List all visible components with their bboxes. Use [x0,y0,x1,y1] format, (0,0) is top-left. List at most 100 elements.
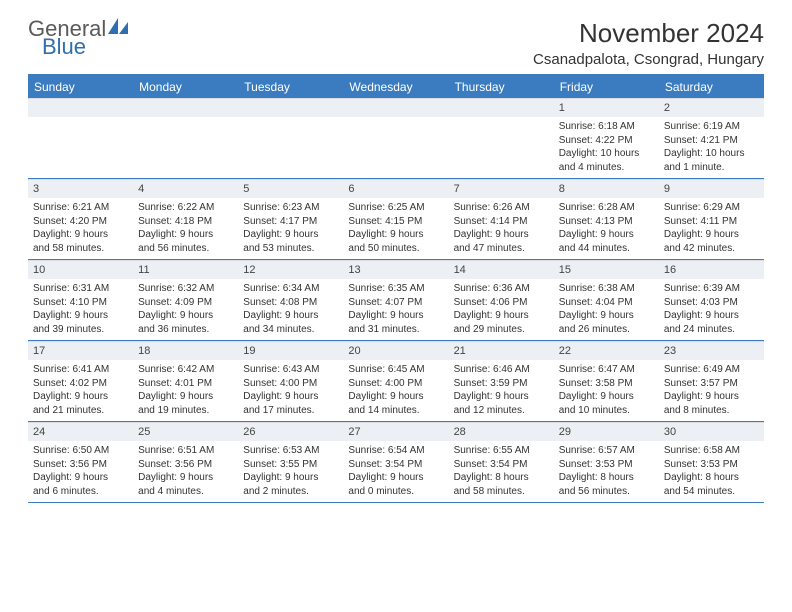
day-line: Sunrise: 6:21 AM [33,201,128,215]
day-line: Sunset: 4:15 PM [348,215,443,229]
calendar-day: 24Sunrise: 6:50 AMSunset: 3:56 PMDayligh… [28,422,133,502]
calendar-day: 10Sunrise: 6:31 AMSunset: 4:10 PMDayligh… [28,260,133,340]
day-line: Sunset: 3:57 PM [664,377,759,391]
day-line: Sunrise: 6:57 AM [559,444,654,458]
calendar-day: 1Sunrise: 6:18 AMSunset: 4:22 PMDaylight… [554,98,659,178]
calendar-day: . [449,98,554,178]
day-line: Sunrise: 6:47 AM [559,363,654,377]
calendar-day: 6Sunrise: 6:25 AMSunset: 4:15 PMDaylight… [343,179,448,259]
day-details: Sunrise: 6:34 AMSunset: 4:08 PMDaylight:… [238,279,343,340]
day-line: Daylight: 9 hours [243,228,338,242]
day-line: Sunrise: 6:34 AM [243,282,338,296]
day-line: Sunrise: 6:38 AM [559,282,654,296]
day-number: 1 [554,98,659,117]
day-line: Daylight: 9 hours [559,390,654,404]
day-line: Sunrise: 6:19 AM [664,120,759,134]
day-line: Sunset: 4:22 PM [559,134,654,148]
day-line: Sunrise: 6:51 AM [138,444,233,458]
calendar-day: 25Sunrise: 6:51 AMSunset: 3:56 PMDayligh… [133,422,238,502]
day-line: and 10 minutes. [559,404,654,418]
calendar-day: . [343,98,448,178]
day-line: Sunset: 4:03 PM [664,296,759,310]
day-line: and 58 minutes. [33,242,128,256]
calendar-day: 26Sunrise: 6:53 AMSunset: 3:55 PMDayligh… [238,422,343,502]
day-line: Sunset: 3:59 PM [454,377,549,391]
day-details: Sunrise: 6:49 AMSunset: 3:57 PMDaylight:… [659,360,764,421]
day-number: 9 [659,179,764,198]
day-line: Sunset: 4:06 PM [454,296,549,310]
weekday-col: Tuesday [238,76,343,98]
day-details: Sunrise: 6:21 AMSunset: 4:20 PMDaylight:… [28,198,133,259]
day-line: and 4 minutes. [559,161,654,175]
weekday-col: Thursday [449,76,554,98]
calendar-day: . [133,98,238,178]
calendar-day: 12Sunrise: 6:34 AMSunset: 4:08 PMDayligh… [238,260,343,340]
calendar-day: 23Sunrise: 6:49 AMSunset: 3:57 PMDayligh… [659,341,764,421]
calendar-week: 24 Sunrise: 6:50 AMSunset: 3:56 PM Dayligh… [28,422,764,503]
calendar-day: 28Sunrise: 6:55 AMSunset: 3:54 PMDayligh… [449,422,554,502]
day-number: 29 [554,422,659,441]
day-line: Sunrise: 6:32 AM [138,282,233,296]
day-line: and 6 minutes. [33,485,128,499]
day-number: . [449,98,554,117]
day-details: Sunrise: 6:57 AMSunset: 3:53 PMDaylight:… [554,441,659,502]
calendar-week: 3Sunrise: 6:21 AMSunset: 4:20 PMDaylight… [28,179,764,260]
weekday-col: Sunday [28,76,133,98]
day-line: Daylight: 9 hours [33,309,128,323]
day-line: and 12 minutes. [454,404,549,418]
day-number: 26 [238,422,343,441]
day-line: Sunset: 4:09 PM [138,296,233,310]
day-details: Sunrise: 6:42 AMSunset: 4:01 PMDaylight:… [133,360,238,421]
day-line: Sunrise: 6:31 AM [33,282,128,296]
day-number: 25 [133,422,238,441]
calendar-day: 19Sunrise: 6:43 AMSunset: 4:00 PMDayligh… [238,341,343,421]
day-number: 18 [133,341,238,360]
day-line: and 54 minutes. [664,485,759,499]
weekday-col: Monday [133,76,238,98]
calendar-day: 16Sunrise: 6:39 AMSunset: 4:03 PMDayligh… [659,260,764,340]
calendar-day: 22Sunrise: 6:47 AMSunset: 3:58 PMDayligh… [554,341,659,421]
day-line: Daylight: 9 hours [138,471,233,485]
day-line: and 42 minutes. [664,242,759,256]
day-line: Sunset: 3:55 PM [243,458,338,472]
day-number: 13 [343,260,448,279]
day-details: Sunrise: 6:25 AMSunset: 4:15 PMDaylight:… [343,198,448,259]
calendar-day: 8Sunrise: 6:28 AMSunset: 4:13 PMDaylight… [554,179,659,259]
calendar-day: 9Sunrise: 6:29 AMSunset: 4:11 PMDaylight… [659,179,764,259]
day-number: 3 [28,179,133,198]
day-details: Sunrise: 6:19 AMSunset: 4:21 PMDaylight:… [659,117,764,178]
day-line: and 24 minutes. [664,323,759,337]
day-line: and 50 minutes. [348,242,443,256]
location-subtitle: Csanadpalota, Csongrad, Hungary [533,51,764,68]
calendar-day: . [28,98,133,178]
calendar-day: 30Sunrise: 6:58 AMSunset: 3:53 PMDayligh… [659,422,764,502]
day-line: Sunrise: 6:50 AM [33,444,128,458]
day-line: and 44 minutes. [559,242,654,256]
day-line: Daylight: 9 hours [33,390,128,404]
day-number: 8 [554,179,659,198]
day-number: 6 [343,179,448,198]
brand-logo: General Blue [28,18,130,58]
day-line: Sunrise: 6:49 AM [664,363,759,377]
day-line: and 56 minutes. [559,485,654,499]
day-line: Sunrise: 6:41 AM [33,363,128,377]
day-line: and 0 minutes. [348,485,443,499]
day-line: Daylight: 9 hours [138,228,233,242]
day-number: 19 [238,341,343,360]
day-details: Sunrise: 6:39 AMSunset: 4:03 PMDaylight:… [659,279,764,340]
day-line: Sunset: 3:56 PM [33,458,128,472]
day-line: Daylight: 9 hours [243,471,338,485]
day-number: 23 [659,341,764,360]
day-number: 30 [659,422,764,441]
calendar-day: 29Sunrise: 6:57 AMSunset: 3:53 PMDayligh… [554,422,659,502]
day-number: 28 [449,422,554,441]
day-line: and 39 minutes. [33,323,128,337]
day-number: 7 [449,179,554,198]
day-line: and 47 minutes. [454,242,549,256]
day-line: and 56 minutes. [138,242,233,256]
day-line: Daylight: 9 hours [559,228,654,242]
day-number: 24 [28,422,133,441]
day-number: . [133,98,238,117]
day-details: Sunrise: 6:29 AMSunset: 4:11 PMDaylight:… [659,198,764,259]
day-line: Sunrise: 6:36 AM [454,282,549,296]
